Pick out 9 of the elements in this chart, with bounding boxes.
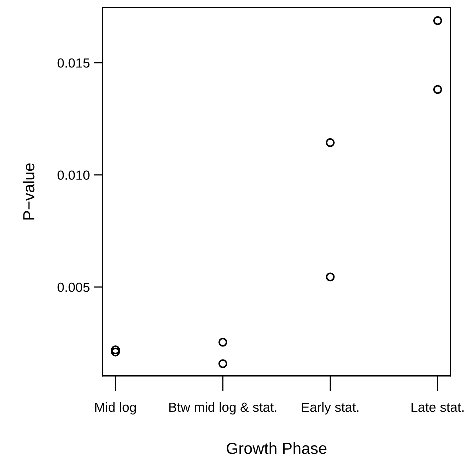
y-tick-label: 0.010 (58, 170, 90, 180)
x-tick-label: Late stat. (412, 402, 464, 412)
y-axis-title: P−value (22, 164, 35, 220)
x-tick-label: Early stat. (302, 402, 359, 415)
x-axis-title: Growth Phase (226, 442, 327, 454)
y-tick-label: 0.015 (58, 58, 90, 68)
x-tick-label: Mid log (96, 402, 136, 415)
y-tick-label: 0.005 (58, 282, 90, 292)
x-tick-label: Btw mid log & stat. (170, 402, 277, 415)
